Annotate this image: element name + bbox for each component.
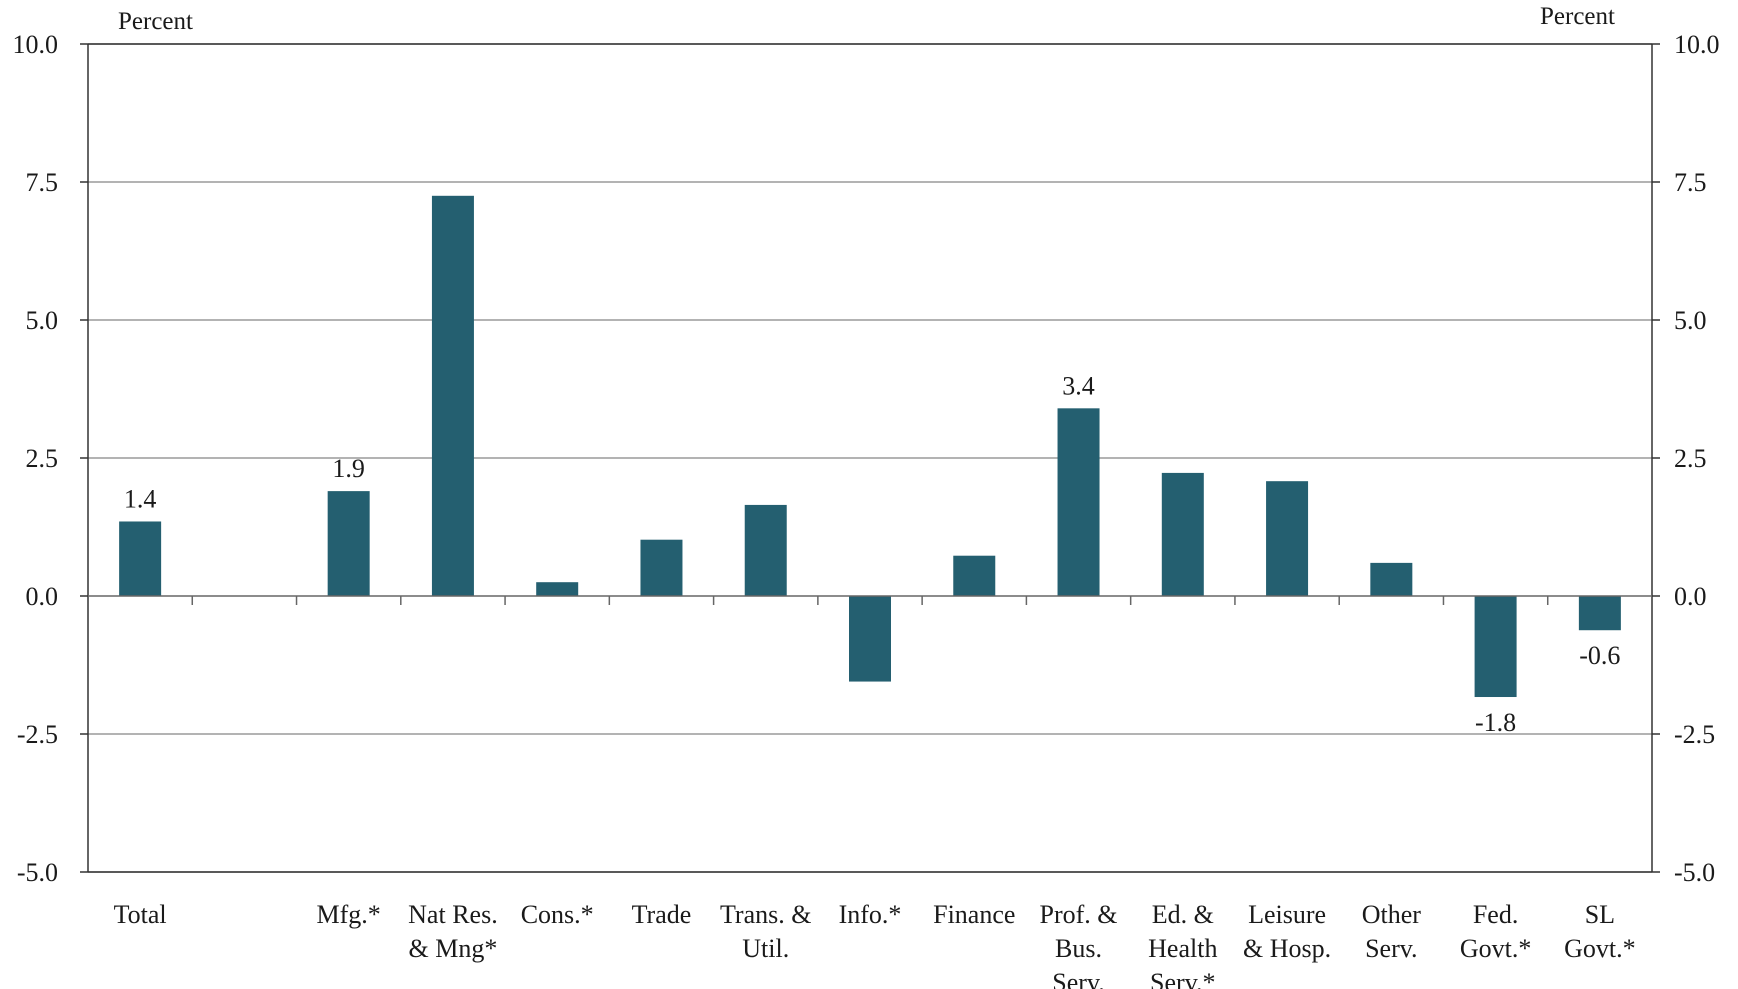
data-label: 1.4 bbox=[124, 484, 157, 513]
x-category-label: Trade bbox=[632, 900, 692, 929]
y-tick-label-right: 2.5 bbox=[1674, 444, 1707, 473]
x-category-label: Serv.* bbox=[1150, 968, 1215, 989]
x-category-label: Leisure bbox=[1248, 900, 1326, 929]
bar bbox=[849, 596, 891, 682]
x-category-label: Nat Res. bbox=[408, 900, 498, 929]
bar bbox=[327, 491, 370, 596]
y-tick-label-right: -2.5 bbox=[1674, 720, 1715, 749]
bar bbox=[953, 555, 996, 596]
x-category-label: Govt.* bbox=[1460, 934, 1532, 963]
x-category-label: Health bbox=[1148, 934, 1217, 963]
x-category-label: Serv. bbox=[1052, 968, 1104, 989]
y-tick-label-left: -5.0 bbox=[17, 858, 58, 887]
x-category-label: Bus. bbox=[1055, 934, 1102, 963]
bar bbox=[1474, 596, 1517, 698]
x-category-label: & Mng* bbox=[409, 934, 498, 963]
x-category-label: Serv. bbox=[1365, 934, 1417, 963]
bar bbox=[1578, 596, 1621, 631]
right-axis-unit-label: Percent bbox=[1540, 3, 1615, 30]
y-tick-label-left: 10.0 bbox=[13, 30, 59, 59]
y-tick-label-right: -5.0 bbox=[1674, 858, 1715, 887]
axes bbox=[80, 43, 1660, 873]
data-label: -1.8 bbox=[1475, 708, 1516, 737]
y-tick-label-left: -2.5 bbox=[17, 720, 58, 749]
x-category-label: Trans. & bbox=[720, 900, 812, 929]
x-category-label: Total bbox=[114, 900, 167, 929]
bar bbox=[640, 539, 683, 596]
gridlines bbox=[88, 43, 1652, 873]
y-tick-label-left: 7.5 bbox=[26, 168, 59, 197]
x-category-label: Cons.* bbox=[521, 900, 594, 929]
x-category-label: Prof. & bbox=[1040, 900, 1118, 929]
data-label: 3.4 bbox=[1062, 371, 1095, 400]
bar bbox=[1161, 472, 1204, 596]
bars bbox=[119, 195, 1621, 698]
bar bbox=[1057, 408, 1100, 596]
x-category-label: SL bbox=[1585, 900, 1615, 929]
y-tick-label-left: 5.0 bbox=[26, 306, 59, 335]
x-category-label: Ed. & bbox=[1152, 900, 1214, 929]
bar bbox=[431, 195, 474, 597]
y-tick-label-left: 2.5 bbox=[26, 444, 59, 473]
x-category-label: & Hosp. bbox=[1243, 934, 1331, 963]
bar bbox=[536, 582, 579, 596]
y-tick-label-right: 7.5 bbox=[1674, 168, 1707, 197]
left-axis-unit-label: Percent bbox=[118, 8, 193, 35]
x-category-label: Finance bbox=[933, 900, 1015, 929]
labels: 10.0 10.0 7.5 7.5 5.0 5.0 2.5 2.5 0.0 0.0 -2.5 -2.5… bbox=[13, 30, 1720, 989]
data-label: -0.6 bbox=[1579, 641, 1620, 670]
bar bbox=[744, 504, 787, 596]
data-label: 1.9 bbox=[332, 454, 365, 483]
y-tick-label-right: 10.0 bbox=[1674, 30, 1720, 59]
x-category-label: Info.* bbox=[839, 900, 902, 929]
x-category-label: Fed. bbox=[1473, 900, 1519, 929]
bar bbox=[119, 521, 162, 596]
x-category-label: Util. bbox=[742, 934, 789, 963]
y-tick-label-right: 5.0 bbox=[1674, 306, 1707, 335]
x-category-label: Mfg.* bbox=[317, 900, 381, 929]
x-category-label: Other bbox=[1362, 900, 1422, 929]
bar bbox=[1266, 481, 1309, 596]
y-tick-label-left: 0.0 bbox=[26, 582, 59, 611]
bar bbox=[1370, 562, 1413, 596]
x-category-label: Govt.* bbox=[1564, 934, 1636, 963]
y-tick-label-right: 0.0 bbox=[1674, 582, 1707, 611]
